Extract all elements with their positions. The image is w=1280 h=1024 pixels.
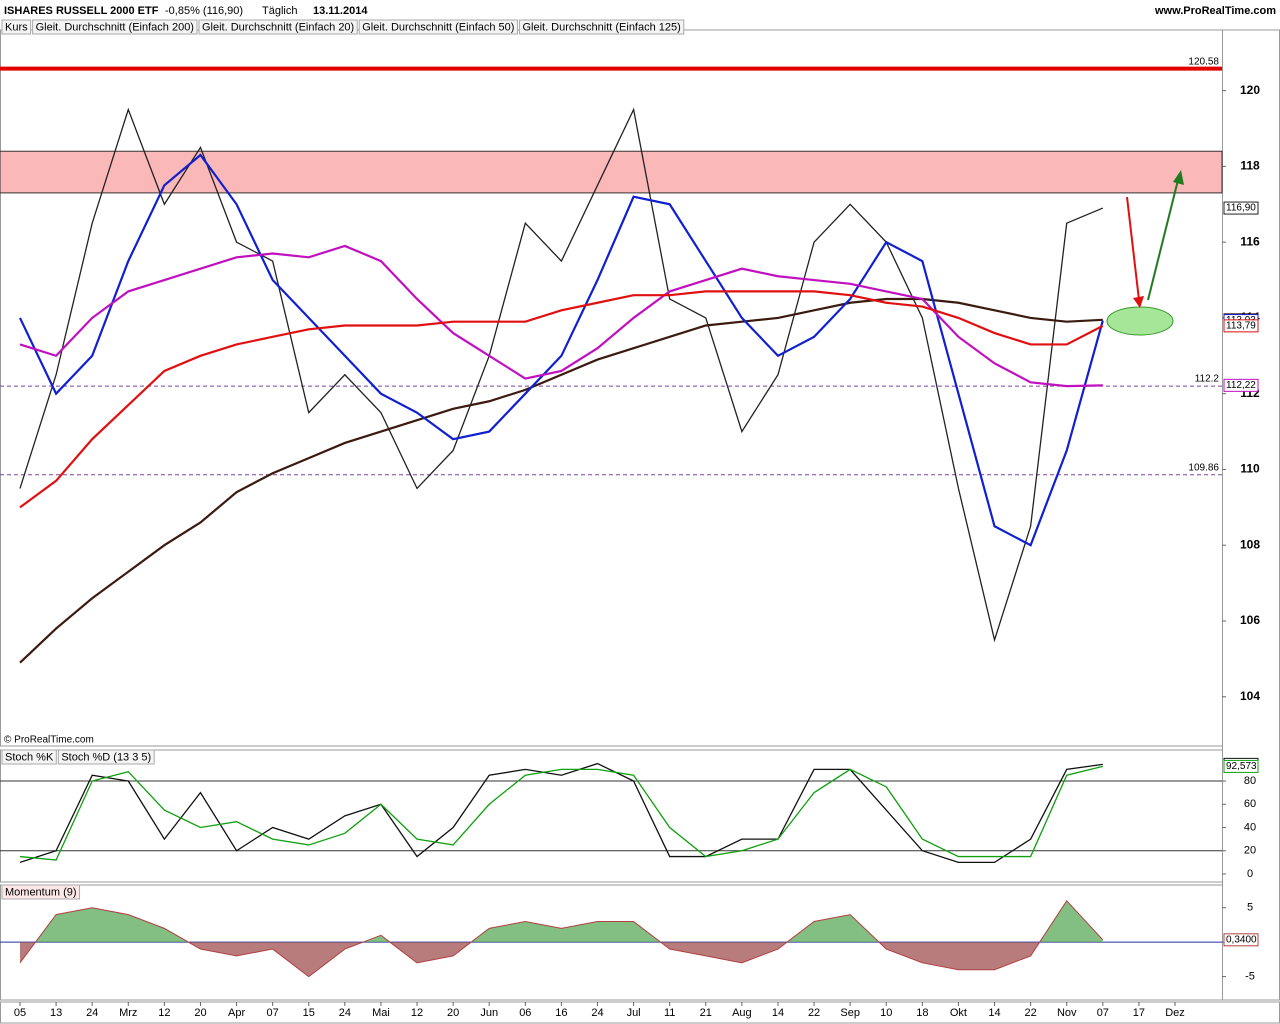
- momentum-area-positive: [35, 900, 1103, 943]
- x-tick-label: 05: [14, 1007, 26, 1019]
- x-tick-label: 24: [591, 1007, 603, 1019]
- site: www.ProRealTime.com: [1154, 5, 1276, 17]
- y-tick-label: 108: [1240, 537, 1260, 551]
- x-tick-label: 20: [447, 1007, 459, 1019]
- y-tick-label: 20: [1244, 845, 1256, 857]
- last-value-label: 112,22: [1226, 380, 1256, 391]
- y-tick-label: 60: [1244, 798, 1256, 810]
- series-line: [19, 900, 1104, 978]
- x-tick-label: Jun: [480, 1007, 498, 1019]
- down-arrow: [1126, 196, 1140, 301]
- last-value-box: [1223, 759, 1259, 773]
- series-line: [19, 244, 1103, 388]
- x-tick-label: 07: [267, 1007, 279, 1019]
- x-tick-label: Okt: [950, 1007, 967, 1019]
- y-tick-label: 116: [1240, 234, 1260, 248]
- x-tick-label: 22: [1025, 1007, 1037, 1019]
- x-tick-label: Jul: [627, 1007, 641, 1019]
- legend-label: Gleit. Durchschnitt (Einfach 200): [36, 21, 194, 33]
- x-tick-label: 24: [339, 1007, 351, 1019]
- y-tick-label: 40: [1244, 821, 1256, 833]
- legend-box: [32, 19, 198, 35]
- x-tick-label: 17: [1133, 1007, 1145, 1019]
- x-tick-label: 10: [880, 1007, 892, 1019]
- last-value-label: 0,3400: [1226, 934, 1257, 945]
- series-line: [19, 153, 1104, 547]
- legend-label: Gleit. Durchschnitt (Einfach 20): [202, 21, 354, 33]
- legend-box: [198, 19, 358, 35]
- legend-box: [57, 749, 155, 765]
- y-tick-label: 120: [1240, 83, 1260, 97]
- y-tick-label: 80: [1244, 775, 1256, 787]
- series-line: [19, 762, 1103, 864]
- last-value-box: [1223, 933, 1259, 947]
- legend-label: Gleit. Durchschnitt (Einfach 125): [522, 21, 680, 33]
- y-tick-label: 5: [1247, 902, 1253, 914]
- last-value-label: 113,79: [1226, 321, 1256, 332]
- down-arrow-head: [1133, 296, 1144, 308]
- x-tick-label: 21: [700, 1007, 712, 1019]
- x-tick-label: 22: [808, 1007, 820, 1019]
- y-tick-label: 118: [1240, 159, 1260, 173]
- x-tick-label: 14: [988, 1007, 1000, 1019]
- level-label: 109.86: [1188, 462, 1219, 473]
- x-tick-label: Dez: [1165, 1007, 1185, 1019]
- x-tick-label: 06: [519, 1007, 531, 1019]
- last-value-box: [1223, 378, 1259, 392]
- x-tick-label: 24: [86, 1007, 98, 1019]
- legend-box: [1, 19, 32, 35]
- date: 13.11.2014: [313, 5, 368, 17]
- up-arrow-head: [1173, 170, 1184, 185]
- last-value-box: [1223, 319, 1259, 333]
- x-tick-label: Mrz: [119, 1007, 137, 1019]
- x-tick-label: 13: [50, 1007, 62, 1019]
- level-label: 120.58: [1188, 56, 1219, 67]
- last-value-label: 116,90: [1226, 203, 1256, 214]
- x-tick-label: 12: [411, 1007, 423, 1019]
- x-tick-label: 20: [194, 1007, 206, 1019]
- x-tick-label: Sep: [840, 1007, 860, 1019]
- legend-box: [1, 749, 57, 765]
- x-tick-label: Mai: [372, 1007, 390, 1019]
- y-tick-label: 110: [1240, 462, 1260, 476]
- series-line: [19, 107, 1104, 643]
- y-tick-label: -5: [1245, 970, 1255, 982]
- legend-label: Stoch %D (13 3 5): [61, 751, 151, 763]
- watermark: © ProRealTime.com: [4, 735, 94, 746]
- last-value-box: [1223, 201, 1259, 215]
- x-tick-label: 15: [303, 1007, 315, 1019]
- x-tick-label: 14: [772, 1007, 784, 1019]
- legend-label: Momentum (9): [5, 886, 77, 898]
- level-label: 112.2: [1195, 374, 1220, 385]
- x-tick-label: 12: [158, 1007, 170, 1019]
- legend-label: Gleit. Durchschnitt (Einfach 50): [362, 21, 514, 33]
- chart-title: ISHARES RUSSELL 2000 ETF: [4, 5, 159, 17]
- y-tick-label: 0: [1247, 868, 1253, 880]
- x-tick-label: Apr: [228, 1007, 245, 1019]
- legend-label: Kurs: [5, 21, 28, 33]
- legend-box: [518, 19, 685, 35]
- legend-box: [1, 884, 81, 900]
- x-tick-label: Aug: [732, 1007, 752, 1019]
- legend-box: [358, 19, 518, 35]
- legend-label: Stoch %K: [5, 751, 54, 763]
- momentum-area-negative: [20, 942, 1103, 977]
- x-tick-label: 18: [916, 1007, 928, 1019]
- up-arrow: [1147, 179, 1179, 301]
- x-tick-label: 16: [555, 1007, 567, 1019]
- y-tick-label: 106: [1240, 613, 1260, 627]
- target-ellipse: [1106, 306, 1174, 336]
- last-value-label: 92,573: [1226, 761, 1257, 772]
- x-tick-label: Nov: [1057, 1007, 1077, 1019]
- x-tick-label: 07: [1097, 1007, 1109, 1019]
- y-tick-label: 104: [1240, 689, 1260, 703]
- x-tick-label: 11: [664, 1007, 675, 1019]
- change: -0,85% (116,90): [165, 5, 243, 17]
- series-line: [19, 765, 1103, 861]
- series-line: [19, 290, 1104, 509]
- interval: Täglich: [262, 5, 297, 17]
